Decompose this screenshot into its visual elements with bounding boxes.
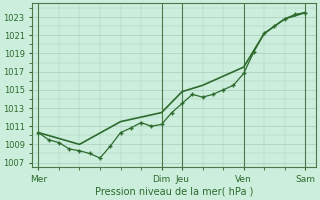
X-axis label: Pression niveau de la mer( hPa ): Pression niveau de la mer( hPa ): [95, 187, 253, 197]
